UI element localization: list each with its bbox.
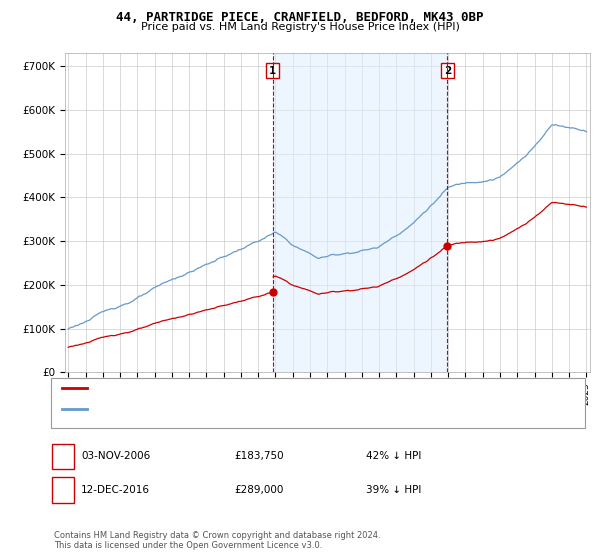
Text: Price paid vs. HM Land Registry's House Price Index (HPI): Price paid vs. HM Land Registry's House … [140,22,460,32]
Text: 1: 1 [269,66,277,76]
Text: 03-NOV-2006: 03-NOV-2006 [81,451,150,461]
Text: 2: 2 [443,66,451,76]
Text: HPI: Average price, detached house, Central Bedfordshire: HPI: Average price, detached house, Cent… [93,404,374,414]
Text: 42% ↓ HPI: 42% ↓ HPI [366,451,421,461]
Text: 44, PARTRIDGE PIECE, CRANFIELD, BEDFORD, MK43 0BP (detached house): 44, PARTRIDGE PIECE, CRANFIELD, BEDFORD,… [93,382,458,393]
Text: Contains HM Land Registry data © Crown copyright and database right 2024.
This d: Contains HM Land Registry data © Crown c… [54,530,380,550]
Text: 1: 1 [59,451,67,461]
Text: 39% ↓ HPI: 39% ↓ HPI [366,485,421,495]
Text: £289,000: £289,000 [234,485,283,495]
Text: 44, PARTRIDGE PIECE, CRANFIELD, BEDFORD, MK43 0BP: 44, PARTRIDGE PIECE, CRANFIELD, BEDFORD,… [116,11,484,24]
Text: £183,750: £183,750 [234,451,284,461]
Text: 2: 2 [59,485,67,495]
Text: 12-DEC-2016: 12-DEC-2016 [81,485,150,495]
Bar [273,53,448,372]
